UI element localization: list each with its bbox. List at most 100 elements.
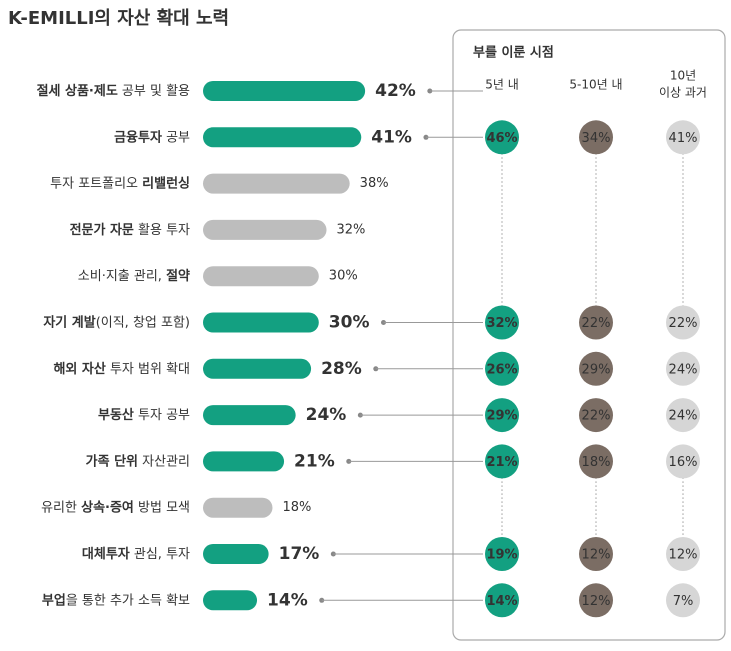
category-part: 금융투자 — [114, 129, 162, 145]
value-label: 14% — [267, 590, 308, 610]
value-label: 21% — [294, 451, 335, 471]
value-label: 18% — [282, 500, 311, 515]
value-label: 38% — [360, 176, 389, 191]
category-part: 전문가 자문 — [70, 221, 134, 237]
value-label: 30% — [329, 313, 370, 333]
category-part: 해외 자산 — [53, 360, 105, 376]
dot-label: 22% — [582, 409, 611, 424]
dot-label: 24% — [669, 362, 698, 377]
category-part: 가족 단위 — [86, 453, 138, 469]
category-part: 자산관리 — [138, 454, 190, 469]
category-part: 리밸런싱 — [142, 175, 190, 191]
dot — [579, 305, 613, 340]
dot-label: 22% — [669, 316, 698, 331]
bar — [203, 497, 273, 518]
chart-title: K-EMILLI의 자산 확대 노력 — [8, 8, 229, 29]
dot — [579, 398, 613, 433]
dot — [579, 351, 613, 386]
dot — [485, 444, 519, 479]
bar — [203, 312, 319, 333]
dot-label: 41% — [669, 131, 698, 146]
category-label: 부업을 통한 추가 소득 확보 — [42, 593, 190, 608]
category-part: 절세 상품·제도 — [37, 84, 118, 99]
dot-label: 26% — [486, 362, 517, 377]
dot-label: 46% — [486, 131, 517, 146]
bar — [203, 173, 350, 194]
category-part: 방법 모색 — [134, 500, 190, 515]
dot-label: 14% — [486, 594, 517, 609]
category-part: 자기 계발 — [43, 314, 95, 330]
category-part: 활용 투자 — [134, 222, 190, 237]
legend-label: 이상 과거 — [659, 86, 707, 100]
bar — [203, 219, 327, 240]
dot — [579, 537, 613, 571]
category-label: 전문가 자문 활용 투자 — [70, 221, 190, 237]
category-part: 상속·증여 — [81, 499, 134, 515]
category-label: 자기 계발(이직, 창업 포함) — [43, 314, 190, 330]
category-label: 금융투자 공부 — [114, 129, 190, 145]
category-label: 해외 자산 투자 범위 확대 — [53, 360, 190, 376]
category-part: 소비·지출 관리, — [78, 269, 166, 284]
bar — [203, 127, 362, 148]
bar — [203, 266, 319, 287]
category-label: 유리한 상속·증여 방법 모색 — [41, 499, 190, 515]
value-label: 17% — [279, 544, 320, 564]
bar — [203, 590, 258, 611]
category-part: 유리한 — [41, 500, 81, 515]
dot-label: 19% — [486, 548, 517, 563]
dot — [579, 444, 613, 479]
dot-label: 21% — [486, 455, 517, 470]
legend-label: 5-10년 내 — [569, 78, 622, 92]
category-part: 투자 공부 — [134, 408, 190, 423]
category-part: (이직, 창업 포함) — [96, 315, 190, 330]
value-label: 42% — [375, 81, 416, 101]
category-part: 관심, 투자 — [130, 547, 190, 562]
dot — [666, 537, 700, 571]
category-label: 절세 상품·제도 공부 및 활용 — [37, 84, 190, 99]
category-part: 투자 포트폴리오 — [50, 176, 142, 191]
legend-label: 5년 내 — [485, 78, 519, 92]
bar — [203, 544, 269, 564]
dot-label: 29% — [582, 362, 611, 377]
legend-label: 10년 — [670, 69, 696, 83]
dot-label: 16% — [669, 455, 698, 470]
panel — [452, 29, 726, 641]
value-label: 41% — [371, 127, 412, 147]
category-label: 소비·지출 관리, 절약 — [78, 268, 190, 284]
dot — [666, 398, 700, 433]
dot-label: 12% — [582, 594, 611, 609]
dot — [485, 120, 519, 155]
dot — [579, 583, 613, 618]
category-label: 대체투자 관심, 투자 — [82, 547, 190, 562]
dot — [485, 398, 519, 433]
dot — [579, 120, 613, 155]
category-part: 공부 및 활용 — [118, 84, 190, 99]
connectors — [319, 88, 483, 603]
dot — [485, 305, 519, 340]
category-label: 투자 포트폴리오 리밸런싱 — [50, 175, 190, 191]
category-label: 가족 단위 자산관리 — [86, 453, 190, 469]
dot — [485, 537, 519, 571]
dot-label: 34% — [582, 131, 611, 146]
dot-label: 32% — [486, 316, 517, 331]
dot — [666, 583, 700, 618]
bar — [203, 451, 285, 472]
bar — [203, 358, 312, 379]
value-label: 24% — [306, 405, 347, 425]
dot-label: 12% — [582, 548, 611, 563]
dot — [666, 351, 700, 386]
dot-label: 12% — [669, 548, 698, 563]
dot-label: 24% — [669, 409, 698, 424]
panel-title: 부를 이룬 시점 — [473, 45, 554, 61]
dot — [485, 351, 519, 386]
category-part: 공부 — [162, 130, 190, 145]
category-part: 투자 범위 확대 — [106, 361, 190, 376]
category-part: 부동산 — [98, 407, 134, 423]
category-part: 대체투자 — [82, 547, 130, 562]
bar — [203, 405, 296, 426]
dot — [666, 120, 700, 155]
category-part: 부업 — [42, 593, 66, 608]
dot-label: 22% — [582, 316, 611, 331]
category-part: 을 통한 추가 소득 확보 — [66, 593, 190, 608]
